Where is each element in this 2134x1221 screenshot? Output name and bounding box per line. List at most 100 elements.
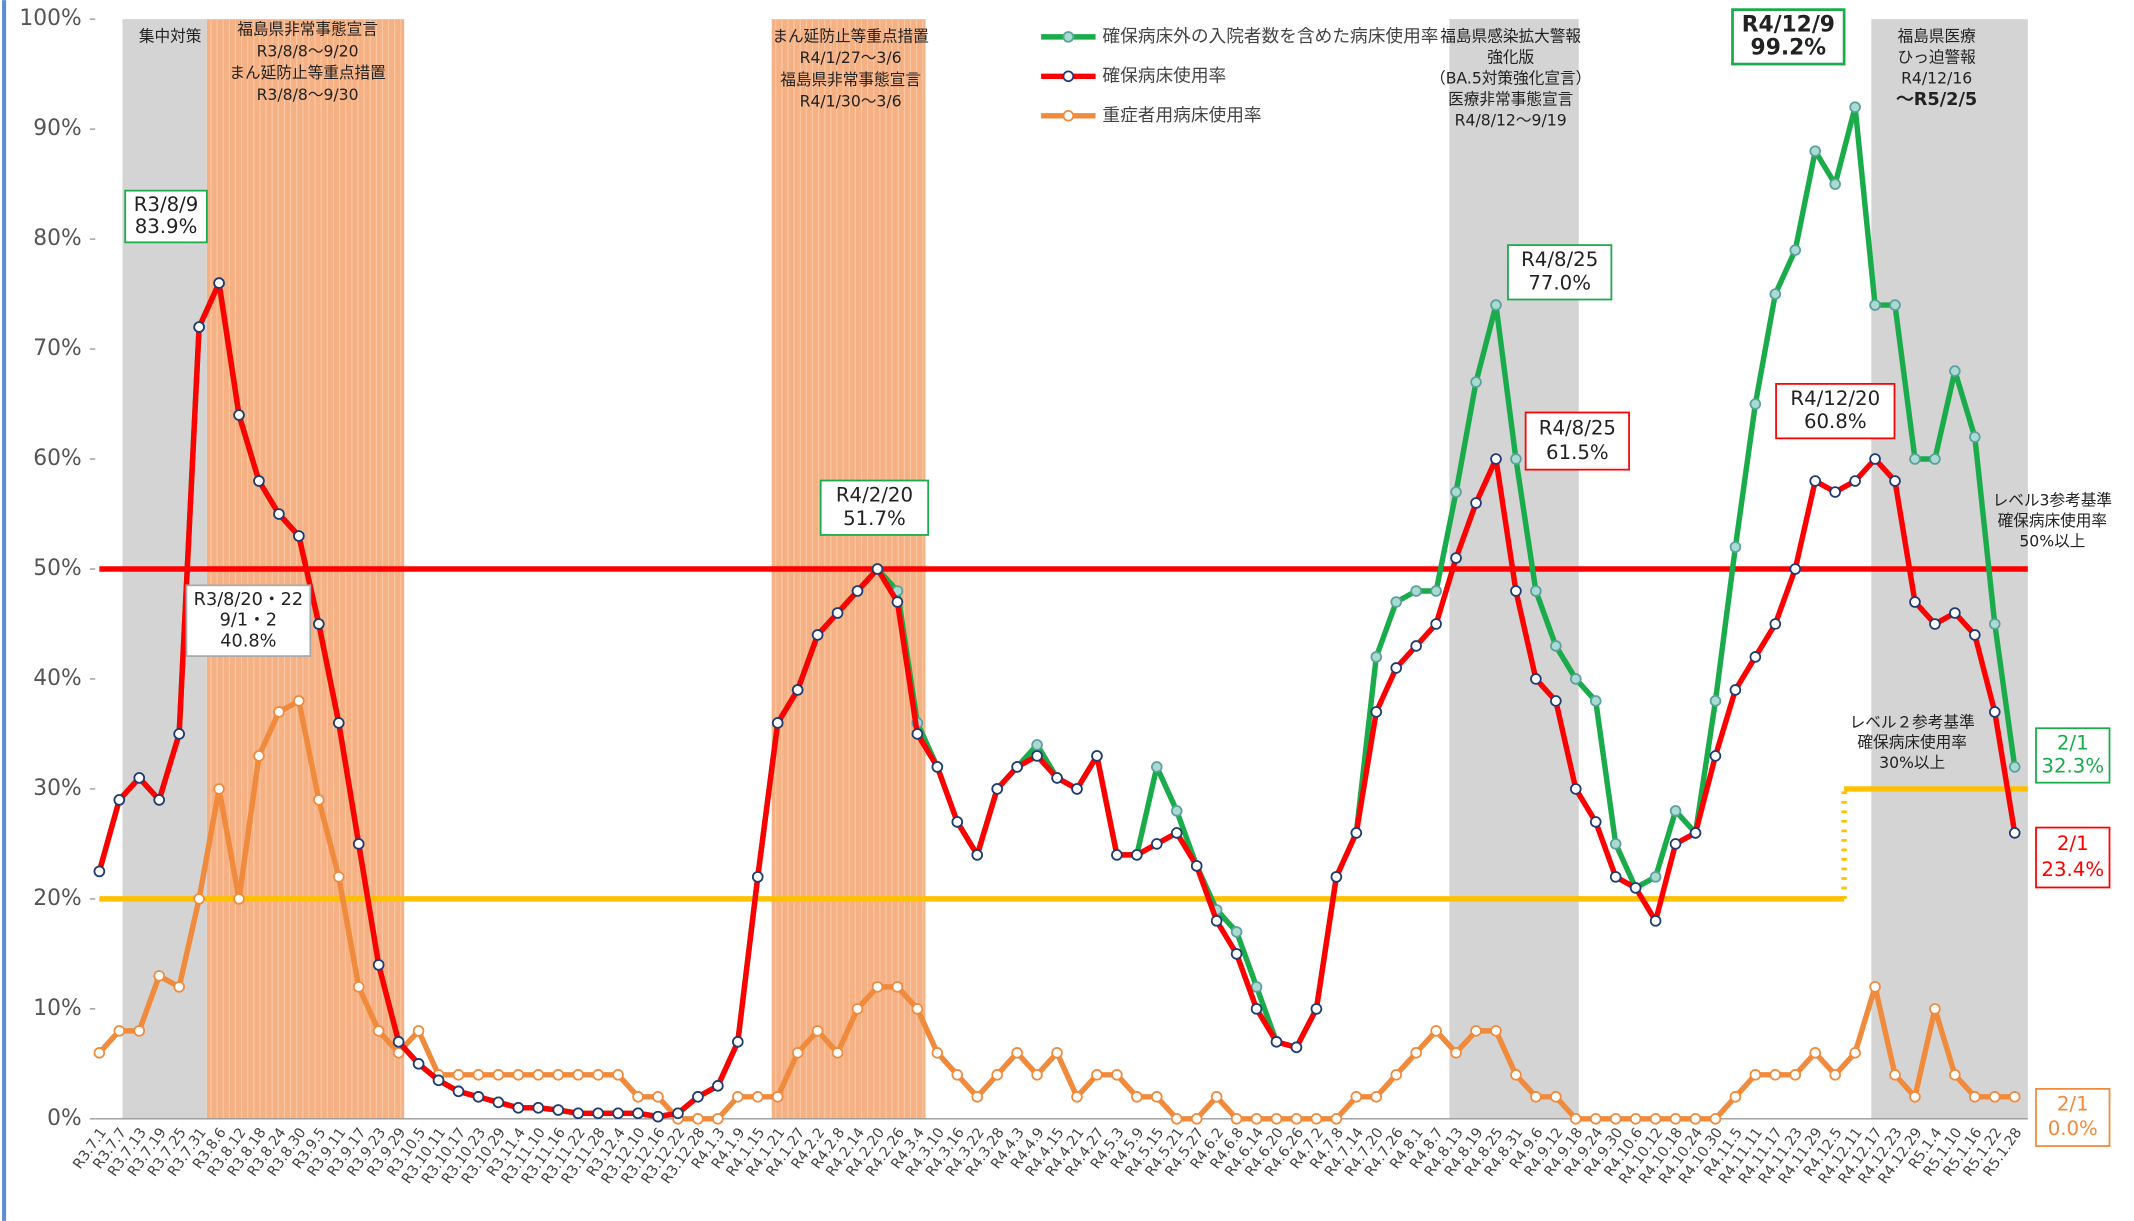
point <box>991 1069 1003 1081</box>
point <box>1370 651 1383 663</box>
point <box>771 1091 784 1103</box>
point <box>1250 1113 1263 1125</box>
annotation-box <box>124 189 208 244</box>
point <box>253 750 265 762</box>
point <box>1490 453 1502 465</box>
point <box>1091 750 1103 762</box>
point <box>692 1091 704 1103</box>
point <box>1669 838 1682 850</box>
point <box>1170 805 1183 817</box>
point <box>1749 1069 1762 1081</box>
point <box>712 1080 724 1092</box>
y-tick-label: 20% <box>33 886 81 911</box>
point <box>1809 1047 1821 1059</box>
point <box>692 1113 704 1125</box>
point <box>1789 1069 1802 1081</box>
point <box>592 1107 604 1120</box>
annotation-text: 60.8% <box>1804 410 1867 433</box>
point <box>851 1003 864 1015</box>
point <box>1929 1003 1941 1015</box>
point <box>1011 761 1023 773</box>
point <box>1210 1091 1223 1103</box>
point <box>153 970 165 982</box>
point <box>632 1091 644 1103</box>
band-label: R3/8/8～9/30 <box>257 85 359 104</box>
y-tick-label: 40% <box>33 666 81 691</box>
point <box>991 783 1003 795</box>
point <box>512 1069 525 1081</box>
point <box>1330 1113 1343 1125</box>
point <box>133 772 146 784</box>
legend-marker <box>1062 110 1075 122</box>
point <box>233 409 245 421</box>
point <box>1769 288 1782 300</box>
band-label: R4/12/16 <box>1901 69 1972 88</box>
point <box>193 321 205 333</box>
point <box>871 563 884 575</box>
point <box>592 1069 604 1081</box>
point <box>1609 1113 1622 1125</box>
reference-label: レベル3参考基準 <box>1993 490 2112 509</box>
point <box>791 1047 804 1059</box>
point <box>1949 1069 1961 1081</box>
band-label: 福島県感染拡大警報 <box>1440 26 1581 45</box>
annotation-text: R4/12/20 <box>1790 387 1880 410</box>
point <box>1849 1047 1861 1059</box>
reference-label: 30%以上 <box>1879 753 1945 772</box>
point <box>1290 1113 1303 1125</box>
point <box>1809 475 1821 487</box>
point <box>1131 1091 1143 1103</box>
band-label: ～R5/2/5 <box>1896 90 1977 110</box>
point <box>652 1110 664 1123</box>
point <box>1270 1036 1283 1048</box>
y-tick-label: 60% <box>33 446 81 471</box>
y-tick-label: 90% <box>33 116 81 141</box>
annotation-box <box>1731 8 1846 66</box>
point <box>1230 948 1243 960</box>
point <box>1649 871 1662 883</box>
legend-label: 確保病床外の入院者数を含めた病床使用率 <box>1102 26 1438 47</box>
annotation-box <box>2035 727 2111 784</box>
point <box>1270 1113 1283 1125</box>
point <box>213 783 225 795</box>
point <box>1729 541 1742 553</box>
point <box>1889 299 1901 311</box>
point <box>1170 1113 1183 1125</box>
point <box>1729 1091 1742 1103</box>
point <box>1969 629 1981 641</box>
annotation-box <box>185 584 312 657</box>
point <box>1649 915 1662 927</box>
point <box>931 761 944 773</box>
point <box>1111 1069 1123 1081</box>
point <box>153 794 165 806</box>
point <box>1031 1069 1043 1081</box>
point <box>1570 783 1582 795</box>
point <box>173 981 185 993</box>
point <box>1430 618 1442 630</box>
point <box>1410 1047 1422 1059</box>
y-tick-label: 80% <box>33 226 81 251</box>
point <box>432 1074 445 1087</box>
point <box>293 695 305 707</box>
annotation-text: 99.2% <box>1751 35 1827 60</box>
point <box>1111 849 1123 861</box>
point <box>1889 475 1901 487</box>
annotation-text: 2/1 <box>2057 731 2089 754</box>
point <box>652 1091 664 1103</box>
point <box>831 1047 844 1059</box>
band-label: 強化版 <box>1487 47 1534 66</box>
point <box>1550 1091 1562 1103</box>
point <box>1051 1047 1063 1059</box>
annotation-text: 77.0% <box>1528 271 1591 294</box>
point <box>213 277 225 289</box>
point <box>1250 1003 1263 1015</box>
point <box>751 871 764 883</box>
point <box>1988 618 2001 630</box>
point <box>93 865 106 878</box>
point <box>1430 1025 1442 1037</box>
point <box>1649 1113 1662 1125</box>
point <box>891 981 904 993</box>
point <box>233 893 245 905</box>
point <box>1071 783 1083 795</box>
band-label: 集中対策 <box>139 26 202 45</box>
